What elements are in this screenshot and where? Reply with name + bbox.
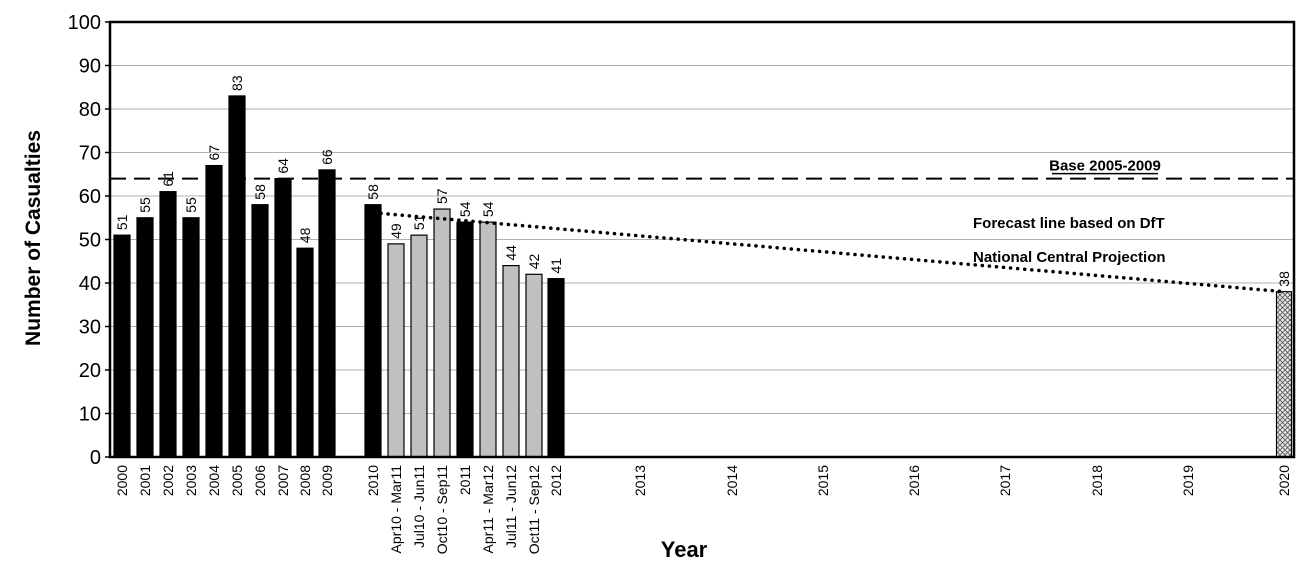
y-tick-label: 10 bbox=[79, 404, 101, 426]
bar bbox=[525, 273, 543, 458]
bar bbox=[205, 164, 223, 458]
x-tick-label: 2014 bbox=[724, 465, 740, 496]
bar bbox=[410, 234, 428, 458]
base-line-label: Base 2005-2009 bbox=[1049, 158, 1161, 175]
bar bbox=[1275, 291, 1293, 458]
plot-border bbox=[108, 20, 1296, 459]
bar bbox=[502, 265, 520, 458]
forecast-label-line1: Forecast line based on DfT bbox=[973, 215, 1165, 232]
data-label: 67 bbox=[206, 145, 222, 161]
bar bbox=[456, 221, 474, 458]
data-label: 55 bbox=[183, 197, 199, 213]
y-tick-label: 30 bbox=[79, 317, 101, 339]
y-tick-label: 80 bbox=[79, 99, 101, 121]
y-tick-label: 60 bbox=[79, 186, 101, 208]
y-tick-label: 50 bbox=[79, 230, 101, 252]
data-label: 58 bbox=[365, 184, 381, 200]
data-label: 58 bbox=[252, 184, 268, 200]
data-label: 38 bbox=[1276, 271, 1292, 287]
bar bbox=[547, 278, 565, 458]
y-tick-label: 40 bbox=[79, 273, 101, 295]
y-axis-label: Number of Casualties bbox=[22, 130, 45, 346]
x-tick-label: Jul11 - Jun12 bbox=[503, 465, 519, 548]
forecast-label-line2: National Central Projection bbox=[973, 249, 1166, 266]
x-tick-label: 2004 bbox=[206, 465, 222, 496]
x-tick-label: 2016 bbox=[906, 465, 922, 496]
x-tick-label: 2012 bbox=[548, 465, 564, 496]
x-tick-label: 2019 bbox=[1180, 465, 1196, 496]
data-label: 49 bbox=[388, 223, 404, 239]
forecast-line bbox=[379, 211, 1286, 294]
data-label: 54 bbox=[480, 201, 496, 217]
x-tick-label: 2013 bbox=[632, 465, 648, 496]
data-label: 66 bbox=[319, 149, 335, 165]
x-tick-label: 2001 bbox=[137, 465, 153, 496]
bar bbox=[433, 208, 451, 458]
bar bbox=[364, 204, 382, 458]
x-tick-label: 2006 bbox=[252, 465, 268, 496]
y-tick-label: 100 bbox=[68, 12, 101, 34]
bar bbox=[318, 169, 336, 458]
bar bbox=[228, 95, 246, 458]
bar bbox=[251, 204, 269, 458]
data-label: 57 bbox=[434, 188, 450, 204]
data-label: 44 bbox=[503, 245, 519, 261]
y-tick-label: 70 bbox=[79, 143, 101, 165]
y-tick-label: 0 bbox=[90, 447, 101, 469]
bar bbox=[274, 178, 292, 458]
data-label: 54 bbox=[457, 201, 473, 217]
x-tick-label: 2009 bbox=[319, 465, 335, 496]
x-tick-label: Jul10 - Jun11 bbox=[411, 465, 427, 548]
bar bbox=[113, 234, 131, 458]
x-tick-label: 2005 bbox=[229, 465, 245, 496]
bar bbox=[159, 191, 177, 458]
data-label: 51 bbox=[114, 214, 130, 230]
x-tick-label: 2015 bbox=[815, 465, 831, 496]
y-tick-label: 90 bbox=[79, 56, 101, 78]
x-tick-label: 2002 bbox=[160, 465, 176, 496]
x-tick-label: 2008 bbox=[297, 465, 313, 496]
bar bbox=[182, 217, 200, 458]
bar bbox=[136, 217, 154, 458]
x-tick-label: 2017 bbox=[997, 465, 1013, 496]
data-label: 64 bbox=[275, 158, 291, 174]
y-tick-label: 20 bbox=[79, 360, 101, 382]
data-label: 55 bbox=[137, 197, 153, 213]
x-tick-label: Apr11 - Mar12 bbox=[480, 465, 496, 554]
bar bbox=[479, 221, 497, 458]
x-tick-label: 2018 bbox=[1089, 465, 1105, 496]
data-label: 41 bbox=[548, 258, 564, 274]
x-tick-label: 2003 bbox=[183, 465, 199, 496]
x-tick-label: 2010 bbox=[365, 465, 381, 496]
x-tick-label: Apr10 - Mar11 bbox=[388, 465, 404, 554]
bar bbox=[387, 243, 405, 458]
data-label: 42 bbox=[526, 254, 542, 270]
x-tick-label: 2007 bbox=[275, 465, 291, 496]
x-tick-label: Oct10 - Sep11 bbox=[434, 465, 450, 554]
bar bbox=[296, 247, 314, 458]
x-tick-label: Oct11 - Sep12 bbox=[526, 465, 542, 554]
x-axis-label: Year bbox=[661, 537, 708, 562]
x-tick-label: 2000 bbox=[114, 465, 130, 496]
x-tick-label: 2011 bbox=[457, 465, 473, 495]
data-label: 83 bbox=[229, 75, 245, 91]
x-tick-label: 2020 bbox=[1276, 465, 1292, 496]
plot-area: 0102030405060708090100515561556783586448… bbox=[68, 12, 1296, 554]
data-label: 48 bbox=[297, 227, 313, 243]
